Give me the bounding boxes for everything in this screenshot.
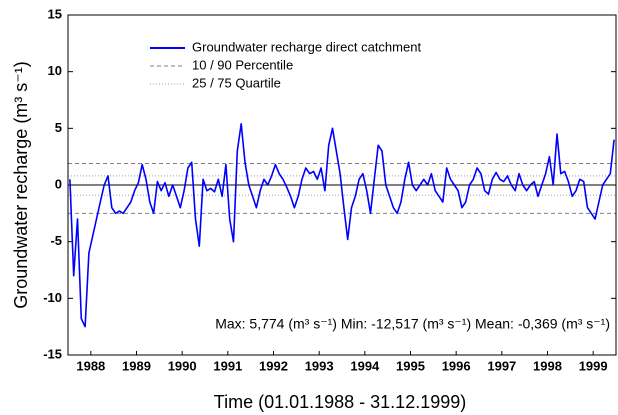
x-tick-label: 1997 <box>487 358 516 373</box>
y-tick-label: -5 <box>50 233 62 248</box>
x-axis-title: Time (01.01.1988 - 31.12.1999) <box>214 392 467 412</box>
x-tick-label: 1992 <box>259 358 288 373</box>
x-tick-label: 1991 <box>213 358 242 373</box>
annotation: Max: 5,774 (m³ s⁻¹) Min: -12,517 (m³ s⁻¹… <box>215 316 610 332</box>
x-tick-label: 1988 <box>76 358 105 373</box>
y-tick-label: 5 <box>55 120 62 135</box>
legend-label: Groundwater recharge direct catchment <box>192 39 421 54</box>
y-tick-label: -15 <box>43 346 62 361</box>
y-tick-label: 10 <box>48 63 62 78</box>
x-tick-label: 1989 <box>122 358 151 373</box>
legend-label: 10 / 90 Percentile <box>192 57 293 72</box>
x-tick-label: 1993 <box>305 358 334 373</box>
plot-frame <box>67 14 617 356</box>
y-tick-label: 15 <box>48 6 62 21</box>
x-tick-label: 1999 <box>579 358 608 373</box>
y-tick-label: -10 <box>43 290 62 305</box>
series-line <box>69 123 615 328</box>
y-tick-label: 0 <box>55 176 62 191</box>
x-tick-label: 1994 <box>350 358 380 373</box>
x-tick-label: 1995 <box>396 358 425 373</box>
legend-label: 25 / 75 Quartile <box>192 75 281 90</box>
y-axis-title: Groundwater recharge (m³ s⁻¹) <box>11 61 31 309</box>
x-tick-label: 1996 <box>442 358 471 373</box>
x-tick-label: 1990 <box>168 358 197 373</box>
x-tick-label: 1998 <box>533 358 562 373</box>
